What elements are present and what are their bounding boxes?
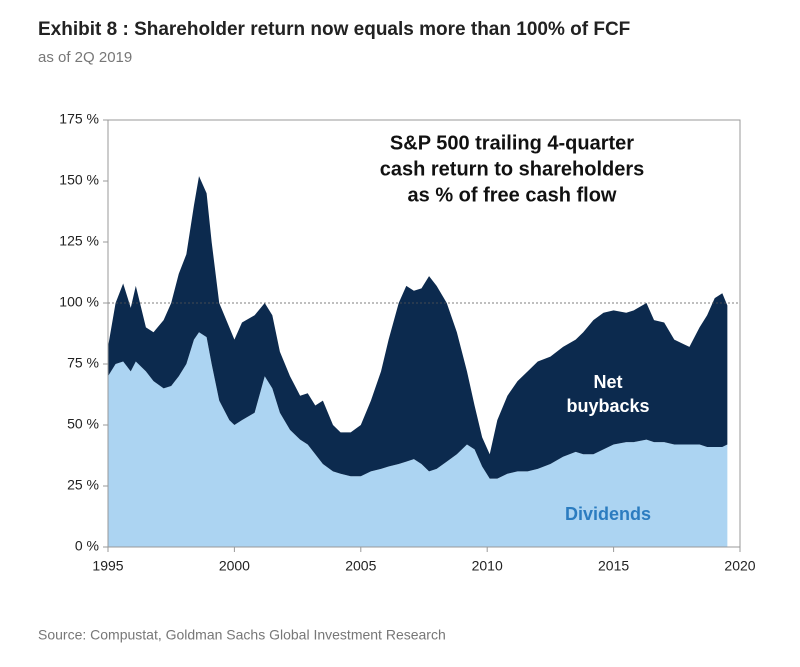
y-tick-label: 0 % bbox=[75, 538, 99, 554]
y-tick-label: 150 % bbox=[59, 172, 99, 188]
y-tick-label: 25 % bbox=[67, 477, 99, 493]
y-tick-label: 100 % bbox=[59, 294, 99, 310]
area-1 bbox=[108, 176, 728, 479]
annotation: cash return to shareholders bbox=[380, 158, 645, 180]
x-tick-label: 2005 bbox=[345, 558, 376, 574]
x-tick-label: 1995 bbox=[92, 558, 123, 574]
chart-subtitle: as of 2Q 2019 bbox=[38, 49, 132, 66]
y-tick-label: 50 % bbox=[67, 416, 99, 432]
series-label-line: buybacks bbox=[566, 396, 649, 416]
series-label-line: Net bbox=[593, 372, 622, 392]
y-tick-label: 125 % bbox=[59, 233, 99, 249]
annotation: as % of free cash flow bbox=[408, 184, 617, 206]
x-tick-label: 2015 bbox=[598, 558, 629, 574]
x-tick-label: 2010 bbox=[472, 558, 503, 574]
y-tick-label: 175 % bbox=[59, 111, 99, 127]
annotation: S&P 500 trailing 4-quarter bbox=[390, 132, 634, 154]
x-tick-label: 2020 bbox=[724, 558, 755, 574]
area-0 bbox=[108, 332, 728, 547]
series-label: Net buybacks bbox=[566, 372, 649, 416]
source-note: Source: Compustat, Goldman Sachs Global … bbox=[38, 627, 446, 643]
series-label: Dividends bbox=[565, 504, 651, 524]
y-tick-label: 75 % bbox=[67, 355, 99, 371]
plot-frame bbox=[107, 119, 741, 548]
x-tick-label: 2000 bbox=[219, 558, 250, 574]
chart-title: Exhibit 8 : Shareholder return now equal… bbox=[38, 19, 630, 40]
